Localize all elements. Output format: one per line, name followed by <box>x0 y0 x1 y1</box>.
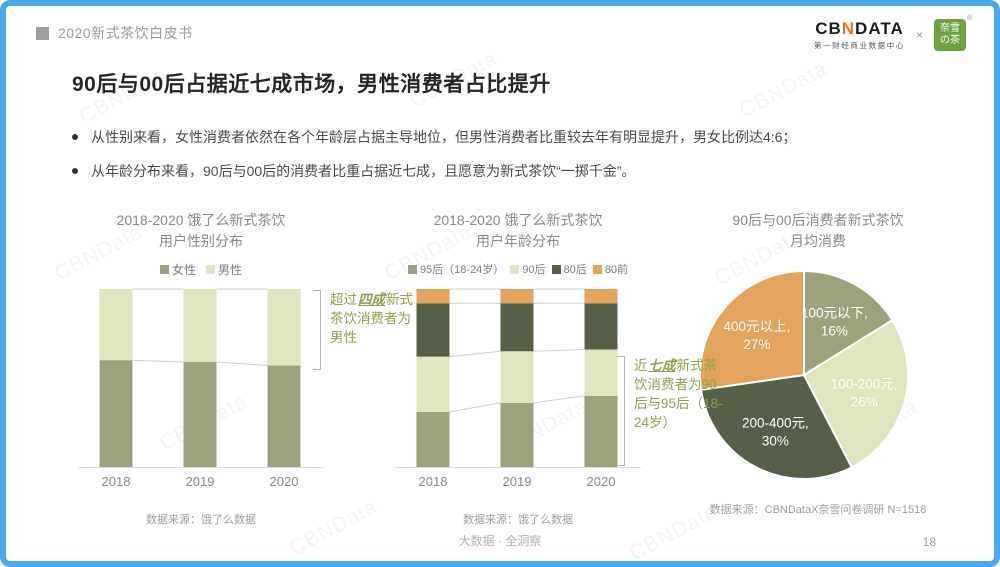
bullet-text: 从年龄分布来看，90后与00后的消费者比重占据近七成，且愿意为新式茶饮“一掷千金… <box>91 162 636 179</box>
age-chart: 2018-2020 饿了么新式茶饮 用户年龄分布 95后（18-24岁） 90后 8… <box>388 204 648 527</box>
bullet-item: 从年龄分布来看，90后与00后的消费者比重占据近七成，且愿意为新式茶饮“一掷千金… <box>72 162 977 181</box>
page-number: 18 <box>922 535 936 549</box>
svg-text:100-200元,26%: 100-200元, 26% <box>831 377 898 410</box>
watermark-text: CBNData <box>735 56 832 123</box>
report-tag-label: 2020新式茶饮白皮书 <box>58 25 193 41</box>
legend-swatch-icon <box>510 264 520 274</box>
bullet-item: 从性别来看，女性消费者依然在各个年龄层占据主导地位，但男性消费者比重较去年有明显… <box>72 128 977 147</box>
cbn-logo-left: CB <box>815 18 842 38</box>
source-note: 数据来源：CBNDataX奈雪问卷调研 N=1518 <box>709 504 927 516</box>
gender-annotation: 超过四成新式茶饮消费者为男性 <box>313 290 414 370</box>
legend-item: 80后 <box>551 261 587 277</box>
bracket-icon <box>617 356 625 466</box>
bullet-dot-icon <box>72 167 78 174</box>
svg-text:2018: 2018 <box>419 474 448 489</box>
gender-chart: 2018-2020 饿了么新式茶饮 用户性别分布 女性 男性 2018 2019 20… <box>76 204 326 527</box>
cbndata-logo: CBNDATA 第一财经商业数据中心 <box>814 20 905 51</box>
legend-swatch-icon <box>592 264 602 274</box>
svg-text:2020: 2020 <box>270 474 299 489</box>
svg-text:200-400元,30%: 200-400元, 30% <box>742 415 809 448</box>
charts-row: 2018-2020 饿了么新式茶饮 用户性别分布 女性 男性 2018 2019 20… <box>36 204 976 529</box>
source-note: 数据来源：饿了么数据 <box>463 514 573 526</box>
legend-item: 女性 <box>159 261 196 278</box>
bracket-icon <box>313 290 321 370</box>
legend-label: 80后 <box>563 264 587 276</box>
legend-item: 95后（18-24岁） <box>407 261 505 277</box>
report-tag: 2020新式茶饮白皮书 <box>36 23 193 43</box>
legend-label: 女性 <box>171 262 196 277</box>
nayuki-logo: 奈雪 の茶 ® <box>934 15 972 51</box>
footer-slogan: 大数据 · 全洞察 <box>458 534 542 548</box>
chart-title: 2018-2020 饿了么新式茶饮 用户年龄分布 <box>433 212 603 249</box>
legend-swatch-icon <box>159 264 169 274</box>
gender-stacked-bar-chart: 2018 2019 2020 <box>78 288 324 489</box>
legend-item: 男性 <box>206 261 242 278</box>
legend-item: 80前 <box>592 261 629 277</box>
page-title: 90后与00后占据近七成市场，男性消费者占比提升 <box>72 73 551 96</box>
legend-label: 80前 <box>604 264 629 276</box>
bullet-dot-icon <box>72 134 78 140</box>
cbn-logo-n: N <box>841 18 856 38</box>
chart-title: 2018-2020 饿了么新式茶饮 用户性别分布 <box>116 212 286 249</box>
legend-swatch-icon <box>551 264 561 274</box>
svg-text:400元以上,27%: 400元以上, 27% <box>723 319 790 352</box>
registered-mark-icon: ® <box>966 15 972 22</box>
legend: 95后（18-24岁） 90后 80后 80前 <box>388 261 648 277</box>
bullet-list: 从性别来看，女性消费者依然在各个年龄层占据主导地位，但男性消费者比重较去年有明显… <box>72 128 977 196</box>
tag-square-icon <box>36 26 49 40</box>
svg-text:100元以下,16%: 100元以下, 16% <box>801 305 868 338</box>
cbn-logo-subtitle: 第一财经商业数据中心 <box>813 40 905 50</box>
monthly-spend-pie-chart: 100元以下, 16% 100-200元, 26% 200-400元, 30% 400元以上… <box>699 270 909 480</box>
age-stacked-bar-chart: 2018 2019 2020 <box>395 288 641 489</box>
annotation-text: 近七成新式茶饮消费者为90后与95后（18-24岁） <box>634 358 723 431</box>
chart-title: 90后与00后消费者新式茶饮 月均消费 <box>732 212 904 249</box>
legend-swatch-icon <box>206 264 215 274</box>
legend-item: 90后 <box>510 261 546 277</box>
source-note: 数据来源：饿了么数据 <box>146 514 256 526</box>
cbn-logo-right: DATA <box>855 18 904 38</box>
header: 2020新式茶饮白皮书 CBNDATA 第一财经商业数据中心 × 奈雪 の茶 ® <box>36 15 972 51</box>
legend-swatch-icon <box>407 264 417 274</box>
legend-label: 男性 <box>218 262 243 277</box>
nayuki-logo-line2: の茶 <box>940 35 960 46</box>
svg-text:2019: 2019 <box>503 474 532 489</box>
nayuki-logo-line1: 奈雪 <box>940 23 960 34</box>
legend-label: 90后 <box>522 264 546 276</box>
svg-text:2020: 2020 <box>587 474 616 489</box>
legend-label: 95后（18-24岁） <box>419 264 505 276</box>
annotation-text: 超过四成新式茶饮消费者为男性 <box>330 292 413 346</box>
bullet-text: 从性别来看，女性消费者依然在各个年龄层占据主导地位，但男性消费者比重较去年有明显… <box>91 129 797 145</box>
legend: 女性 男性 <box>76 261 326 277</box>
age-annotation: 近七成新式茶饮消费者为90后与95后（18-24岁） <box>617 356 726 466</box>
multiply-icon: × <box>915 28 923 42</box>
svg-text:2018: 2018 <box>102 474 131 489</box>
spend-chart: 90后与00后消费者新式茶饮 月均消费 100元以下, 16% 100-200元, 2… <box>658 204 978 517</box>
logo-lockup: CBNDATA 第一财经商业数据中心 × 奈雪 の茶 ® <box>814 15 972 51</box>
svg-text:2019: 2019 <box>186 474 215 489</box>
